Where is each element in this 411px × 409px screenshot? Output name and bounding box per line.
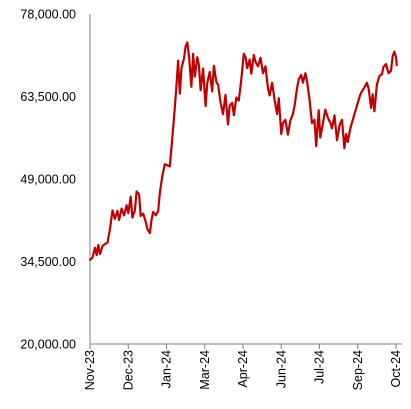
x-tick-label: Mar-24 [198, 350, 212, 390]
x-tick-label: Jul-24 [313, 350, 327, 384]
y-tick-label: 20,000.00 [20, 338, 76, 352]
y-tick-label: 49,000.00 [20, 173, 76, 187]
y-tick-label: 34,500.00 [20, 255, 76, 269]
y-tick-label: 78,000.00 [20, 8, 76, 22]
x-tick-label: Nov-23 [83, 350, 97, 390]
x-tick-label: Jan-24 [160, 350, 174, 388]
x-tick-label: Apr-24 [236, 350, 250, 388]
x-tick-label: Jun-24 [274, 350, 288, 388]
y-tick-label: 63,500.00 [20, 90, 76, 104]
x-tick-label: Oct-24 [389, 350, 403, 388]
x-tick-label: Dec-23 [121, 350, 135, 390]
x-tick-label: Sep-24 [351, 350, 365, 390]
x-tick-labels: Nov-23 Dec-23 Jan-24 Mar-24 Apr-24 Jun-24 Jul-… [83, 350, 403, 390]
y-tick-labels: 78,000.00 63,500.00 49,000.00 34,500.00 20,0… [20, 8, 76, 352]
x-tick-marks [89, 344, 397, 349]
series-group [88, 41, 398, 261]
series-line [88, 41, 398, 261]
